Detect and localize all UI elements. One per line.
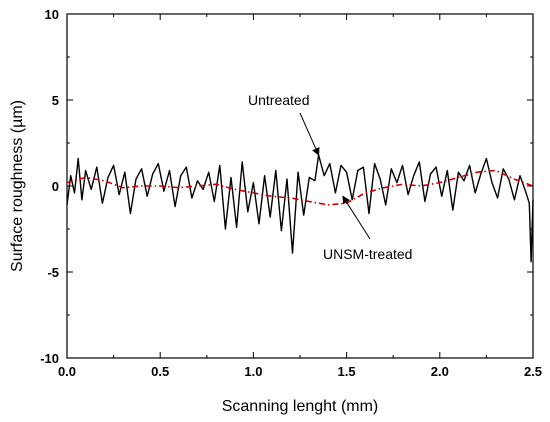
x-tick-label: 1.0 xyxy=(244,364,262,379)
y-axis-title: Surface roughness (µm) xyxy=(9,100,26,272)
x-tick-label: 2.0 xyxy=(431,364,449,379)
series-lines xyxy=(66,154,534,263)
y-tick-label: 10 xyxy=(45,7,59,22)
y-tick-label: 0 xyxy=(52,179,59,194)
annotation-untreated-arrow xyxy=(299,112,320,156)
y-tick-label: -5 xyxy=(47,265,59,280)
annotation-unsm-label: UNSM-treated xyxy=(323,246,412,262)
y-tick-label: 5 xyxy=(52,93,59,108)
x-tick-label: 1.5 xyxy=(338,364,356,379)
x-tick-label: 0.0 xyxy=(58,364,76,379)
tick-marks xyxy=(66,13,534,359)
annotation-untreated-label: Untreated xyxy=(248,92,309,108)
x-tick-label: 2.5 xyxy=(524,364,542,379)
series-line-untreated xyxy=(66,154,534,263)
y-tick-labels: 10 5 0 -5 -10 xyxy=(40,7,59,366)
x-tick-label: 0.5 xyxy=(151,364,169,379)
y-tick-label: -10 xyxy=(40,351,59,366)
x-axis-title: Scanning lenght (mm) xyxy=(222,398,379,415)
x-tick-labels: 0.0 0.5 1.0 1.5 2.0 2.5 xyxy=(58,364,542,379)
annotations: Untreated UNSM-treated xyxy=(248,92,412,262)
annotation-unsm-arrow xyxy=(342,195,371,240)
